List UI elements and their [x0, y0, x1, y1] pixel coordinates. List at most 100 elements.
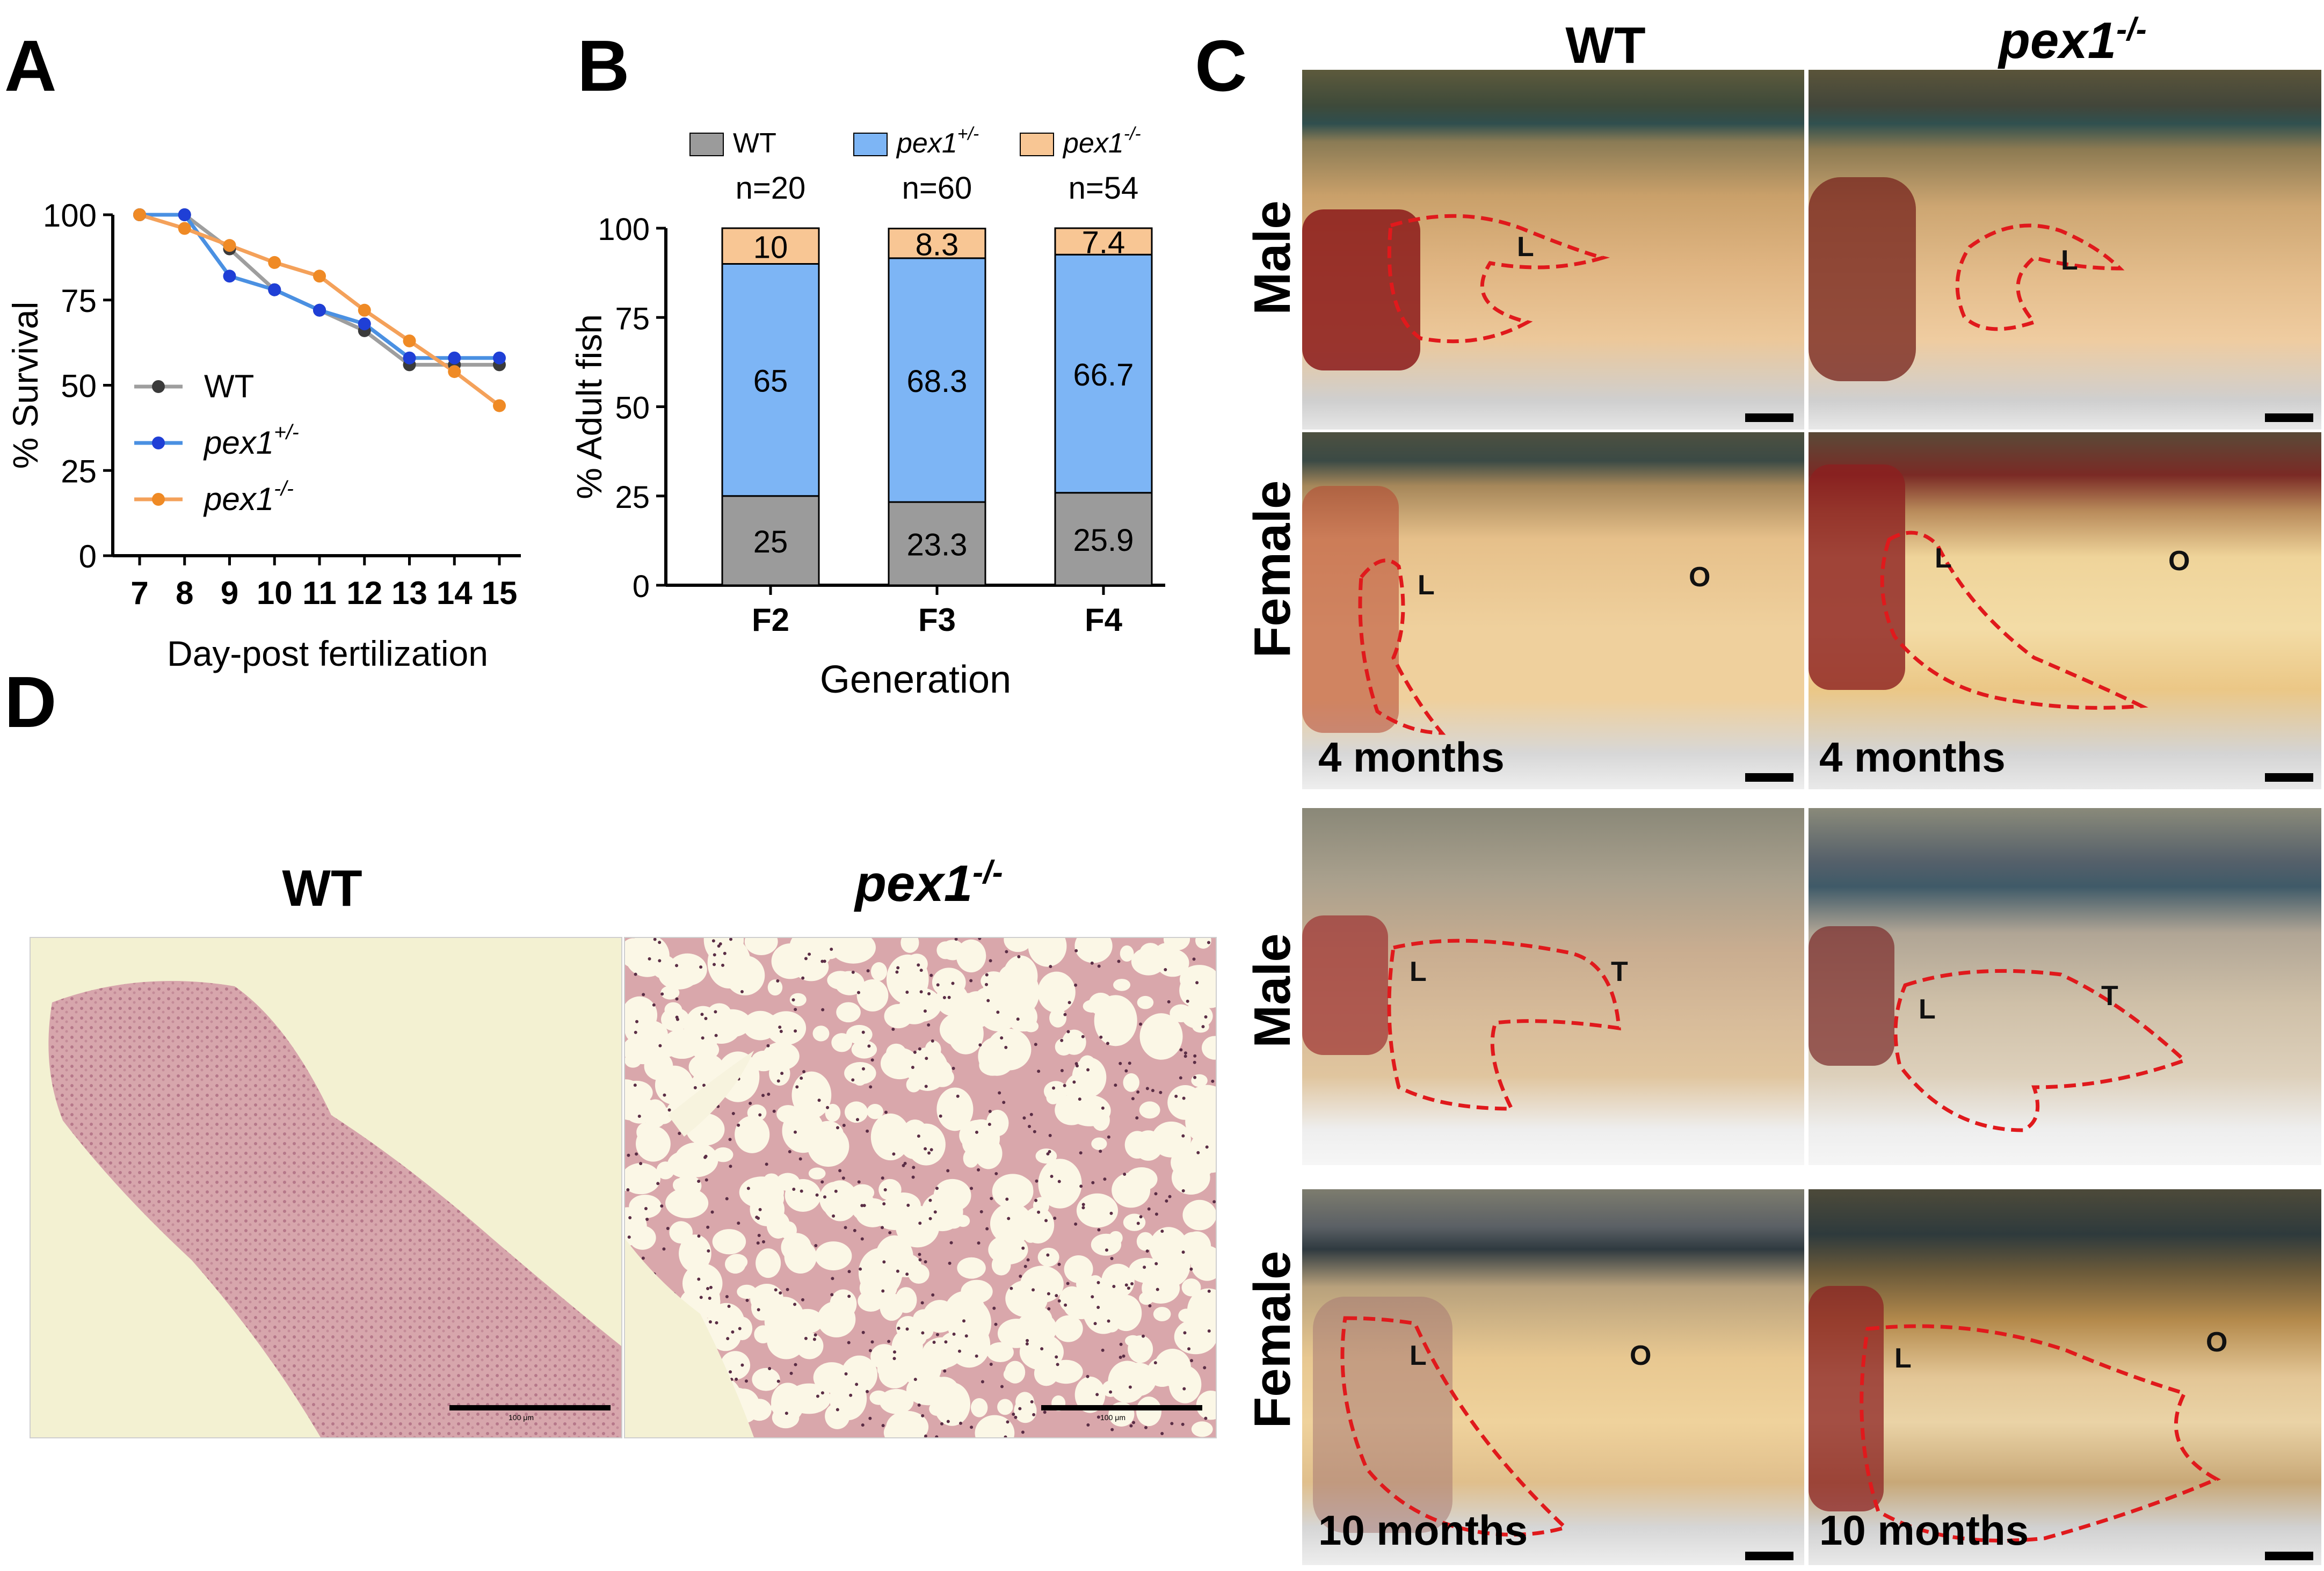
nucleus — [1025, 1342, 1029, 1345]
vacuole — [725, 955, 765, 995]
x-tick-label: 10 — [257, 575, 293, 611]
nucleus — [959, 1421, 963, 1425]
nucleus — [795, 1085, 799, 1089]
nucleus — [1021, 1430, 1025, 1434]
nucleus — [1047, 1292, 1050, 1296]
vacuole — [900, 938, 919, 953]
nucleus — [946, 1169, 950, 1173]
nucleus — [1037, 1210, 1041, 1214]
nucleus — [856, 991, 860, 994]
nucleus — [1167, 1000, 1171, 1003]
vacuole — [815, 1241, 852, 1271]
vacuole — [860, 989, 883, 1010]
vacuole — [679, 1234, 711, 1272]
data-point — [403, 334, 416, 347]
nucleus — [642, 993, 645, 997]
vacuole — [1136, 1232, 1154, 1251]
nucleus — [851, 1078, 855, 1082]
scale-bar — [1745, 1552, 1793, 1560]
nucleus — [1028, 1124, 1032, 1128]
scale-bar — [449, 1405, 611, 1410]
nucleus — [711, 939, 715, 943]
nucleus — [786, 1288, 789, 1291]
nucleus — [1168, 1195, 1172, 1198]
nucleus — [757, 1217, 760, 1220]
nucleus — [925, 1057, 928, 1060]
nucleus — [1160, 1230, 1164, 1233]
y-tick-label: 50 — [615, 391, 650, 426]
vacuole — [1179, 974, 1208, 1007]
nucleus — [892, 1357, 896, 1361]
vacuole — [1055, 1095, 1088, 1125]
column-label-wt: WT — [1565, 17, 1646, 74]
nucleus — [794, 1008, 797, 1012]
blood-region — [1809, 1286, 1884, 1511]
nucleus — [800, 1189, 803, 1193]
nucleus — [842, 1123, 846, 1127]
nucleus — [1196, 1151, 1200, 1154]
nucleus — [793, 1130, 797, 1134]
nucleus — [1034, 1043, 1037, 1046]
bar-segment — [888, 228, 986, 259]
vacuole — [986, 1028, 1032, 1071]
legend-marker — [152, 493, 165, 506]
nucleus — [1124, 1069, 1128, 1073]
y-axis-label: % Survival — [5, 302, 45, 469]
vacuole — [986, 1342, 1014, 1363]
nucleus — [737, 1123, 740, 1127]
nucleus — [1035, 1179, 1038, 1183]
nucleus — [830, 1293, 834, 1297]
nucleus — [746, 1187, 750, 1190]
ovary-label: O — [2206, 1327, 2228, 1358]
nucleus — [1006, 1420, 1010, 1424]
nucleus — [699, 965, 703, 969]
vacuole — [1153, 1307, 1171, 1321]
liver-outline — [1955, 223, 2125, 331]
nucleus — [794, 1029, 797, 1033]
column-label-pex1-mutant: pex1-/- — [1999, 11, 2147, 69]
nucleus — [1055, 1355, 1058, 1359]
nucleus — [1057, 1299, 1061, 1303]
vacuole — [784, 1240, 817, 1274]
nucleus — [970, 1425, 974, 1429]
nucleus — [1101, 1106, 1105, 1110]
nucleus — [1101, 1348, 1105, 1352]
nucleus — [870, 1340, 874, 1344]
x-axis-label: Day-post fertilization — [167, 634, 488, 673]
nucleus — [1046, 1253, 1050, 1257]
vacuole — [791, 1071, 832, 1119]
nucleus — [844, 1372, 848, 1376]
x-tick-label: F4 — [1085, 602, 1123, 638]
vacuole — [956, 1214, 970, 1227]
bar-segment — [1054, 492, 1153, 586]
nucleus — [1079, 1151, 1083, 1155]
nucleus — [985, 983, 989, 986]
nucleus — [888, 1231, 892, 1234]
vacuole — [974, 1138, 1003, 1169]
vacuole — [1043, 1081, 1068, 1102]
scale-bar-label: 100 μm — [509, 1413, 534, 1422]
vacuole — [851, 1040, 877, 1059]
nucleus — [911, 1175, 915, 1179]
nucleus — [1040, 1347, 1044, 1351]
nucleus — [896, 966, 900, 970]
nucleus — [867, 1044, 871, 1048]
nucleus — [1182, 1096, 1186, 1100]
nucleus — [699, 1296, 703, 1299]
nucleus — [772, 1109, 776, 1113]
nucleus — [1127, 1286, 1130, 1290]
liver-label: L — [1894, 1343, 1912, 1374]
nucleus — [658, 1044, 662, 1048]
vacuole — [1055, 1038, 1073, 1056]
nucleus — [1205, 1145, 1209, 1149]
nucleus — [1122, 1354, 1125, 1358]
nucleus — [1096, 1415, 1100, 1419]
nucleus — [1136, 1090, 1140, 1094]
nucleus — [658, 941, 662, 944]
nucleus — [1050, 1174, 1054, 1178]
vacuole — [895, 1287, 917, 1313]
nucleus — [989, 959, 992, 963]
nucleus — [1192, 957, 1196, 961]
vacuole — [1003, 955, 1038, 997]
nucleus — [1112, 1285, 1116, 1289]
